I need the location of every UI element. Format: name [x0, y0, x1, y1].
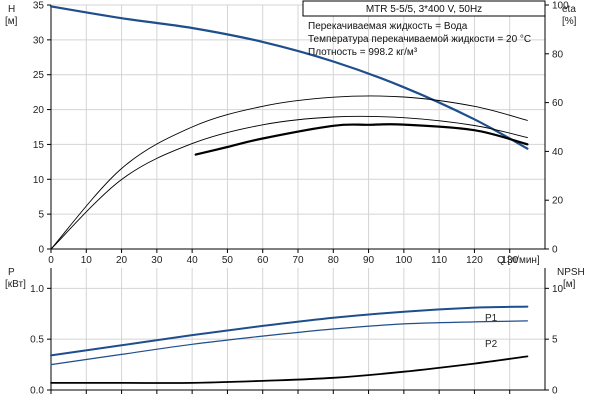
y-axis-head-unit: [м] [5, 16, 18, 27]
tick-label-right: 40 [552, 147, 564, 158]
tick-label-left: 10 [33, 175, 45, 186]
tick-label-bottom: 110 [431, 255, 447, 266]
series-line [50, 115, 528, 250]
tick-label-right: 0 [552, 245, 558, 256]
tick-label-bottom: 40 [187, 255, 199, 266]
tick-label-bottom: 120 [466, 255, 483, 266]
y-axis-eta-label: eta [562, 4, 576, 15]
series-line [194, 123, 529, 156]
tick-label-left: 0.5 [30, 335, 44, 346]
tick-label-bottom: 70 [292, 255, 304, 266]
tick-label-right: 0 [552, 386, 558, 397]
tick-label-bottom: 130 [501, 255, 518, 266]
grid-layer [51, 4, 545, 390]
tick-label-bottom: 10 [81, 255, 93, 266]
tick-label-bottom: 100 [396, 255, 413, 266]
title-box [302, 0, 546, 17]
tick-label-right: 5 [552, 335, 558, 346]
series-line [50, 95, 528, 250]
tick-label-right: 60 [552, 98, 564, 109]
tick-label-bottom: 60 [257, 255, 269, 266]
tick-label-left: 30 [33, 35, 45, 46]
tick-label-left: 25 [33, 70, 45, 81]
info-line-temperature: Температура перекачиваемой жидкости = 20… [308, 34, 531, 45]
tick-label-left: 0 [38, 245, 44, 256]
tick-label-bottom: 80 [328, 255, 340, 266]
tick-label-right: 100 [552, 1, 569, 12]
y-axis-power-label: P [8, 267, 15, 278]
tick-label-left: 1.0 [30, 284, 44, 295]
tick-label-left: 35 [33, 1, 45, 12]
info-line-density: Плотность = 998.2 кг/м³ [308, 47, 418, 58]
tick-label-bottom: 0 [48, 255, 54, 266]
series-line [50, 320, 528, 366]
tick-label-left: 5 [38, 210, 44, 221]
y-axis-npsh-unit: [м] [563, 279, 576, 290]
y-axis-eta-unit: [%] [562, 16, 577, 27]
x-axis-label: Q [л/мин] [497, 255, 540, 266]
y-axis-head-label: H [8, 4, 15, 15]
tick-label-bottom: 20 [116, 255, 128, 266]
y-axis-npsh-label: NPSH [557, 267, 585, 278]
tick-label-right: 20 [552, 196, 564, 207]
tick-label-bottom: 90 [363, 255, 375, 266]
tick-label-left: 20 [33, 105, 45, 116]
tick-label-left: 0.0 [30, 386, 44, 397]
y-axis-power-unit: [кВт] [5, 279, 26, 290]
tick-label-right: 80 [552, 49, 564, 60]
chart-title: MTR 5-5/5, 3*400 V, 50Hz [366, 4, 482, 15]
series-line [50, 305, 529, 357]
tick-label-bottom: 30 [151, 255, 163, 266]
tick-label-left: 15 [33, 140, 45, 151]
series-line [50, 355, 529, 384]
series-label-p1: P1 [485, 313, 498, 324]
series-label-p2: P2 [485, 339, 498, 350]
info-line-fluid: Перекачиваемая жидкость = Вода [308, 21, 468, 32]
series-layer [49, 5, 529, 384]
tick-label-bottom: 50 [222, 255, 234, 266]
tick-label-right: 10 [552, 284, 564, 295]
series-line [49, 5, 529, 150]
